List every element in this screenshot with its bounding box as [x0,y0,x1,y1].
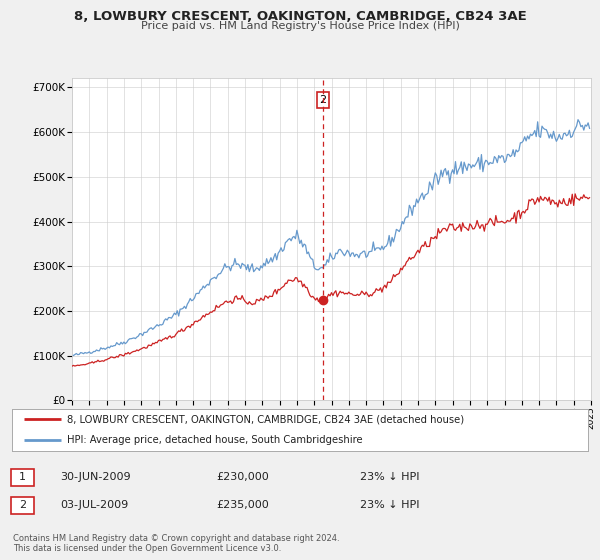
Text: 23% ↓ HPI: 23% ↓ HPI [360,472,419,482]
Text: £235,000: £235,000 [216,500,269,510]
Text: HPI: Average price, detached house, South Cambridgeshire: HPI: Average price, detached house, Sout… [67,435,362,445]
Text: £230,000: £230,000 [216,472,269,482]
Text: 8, LOWBURY CRESCENT, OAKINGTON, CAMBRIDGE, CB24 3AE: 8, LOWBURY CRESCENT, OAKINGTON, CAMBRIDG… [74,10,526,23]
Text: 23% ↓ HPI: 23% ↓ HPI [360,500,419,510]
Text: 8, LOWBURY CRESCENT, OAKINGTON, CAMBRIDGE, CB24 3AE (detached house): 8, LOWBURY CRESCENT, OAKINGTON, CAMBRIDG… [67,414,464,424]
Text: 2: 2 [19,500,26,510]
Text: 1: 1 [19,472,26,482]
Text: 2: 2 [319,95,326,105]
Text: Contains HM Land Registry data © Crown copyright and database right 2024.
This d: Contains HM Land Registry data © Crown c… [13,534,340,553]
Text: 03-JUL-2009: 03-JUL-2009 [60,500,128,510]
Text: 30-JUN-2009: 30-JUN-2009 [60,472,131,482]
Text: Price paid vs. HM Land Registry's House Price Index (HPI): Price paid vs. HM Land Registry's House … [140,21,460,31]
